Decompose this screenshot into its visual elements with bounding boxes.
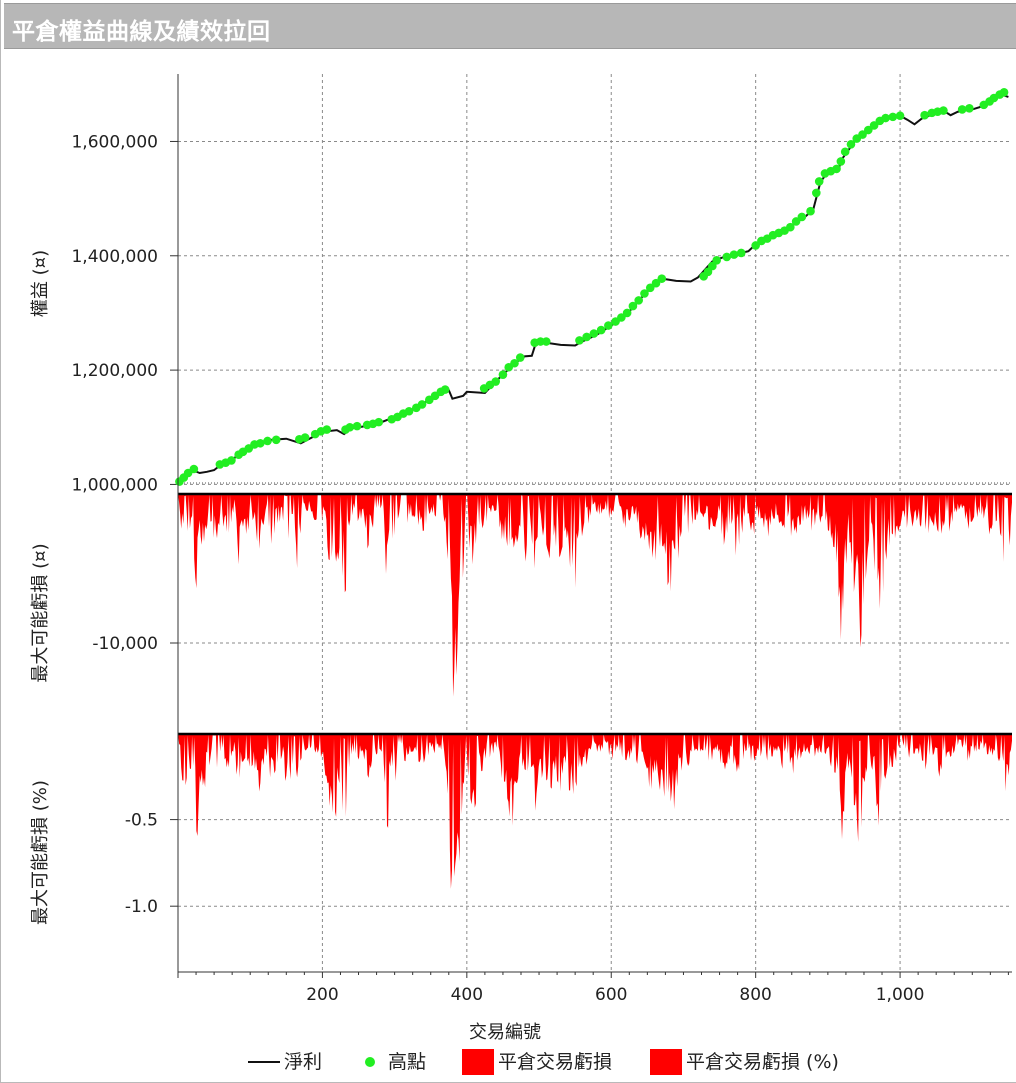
new-high-marker xyxy=(345,422,355,432)
y-axis-title: 最大可能虧損 (%) xyxy=(30,780,51,925)
new-high-marker xyxy=(189,464,199,474)
y-tick-label: -10,000 xyxy=(92,634,158,654)
x-tick-label: 400 xyxy=(451,985,483,1005)
drawdown-area xyxy=(178,493,1012,697)
legend-box-swatch xyxy=(462,1049,494,1075)
new-high-marker xyxy=(582,332,591,342)
legend-label: 淨利 xyxy=(284,1051,322,1073)
new-high-marker xyxy=(374,417,384,427)
new-high-marker xyxy=(256,438,265,448)
new-high-marker xyxy=(271,435,281,445)
new-high-marker xyxy=(634,296,643,305)
net-profit-line xyxy=(177,93,1009,486)
new-high-marker xyxy=(491,377,501,386)
new-high-marker xyxy=(888,112,898,122)
new-high-marker xyxy=(604,321,613,330)
new-high-marker xyxy=(722,252,732,262)
new-high-marker xyxy=(645,283,655,293)
y-axis-title: 權益 (¤) xyxy=(30,250,51,317)
legend-label: 平倉交易虧損 xyxy=(498,1051,612,1073)
y-tick-label: 1,000,000 xyxy=(71,475,158,495)
new-high-marker xyxy=(404,406,414,416)
legend-item-1: 高點 xyxy=(365,1051,426,1073)
panel-drawdown_amount: -10,000 最大可能虧損 (¤) xyxy=(30,492,1012,733)
legend-item-0: 淨利 xyxy=(248,1051,322,1073)
y-tick-label: 1,600,000 xyxy=(71,132,158,152)
drawdown-area xyxy=(178,733,1012,889)
new-high-marker xyxy=(510,358,519,368)
y-tick-label: 1,400,000 xyxy=(71,247,158,267)
new-high-marker xyxy=(729,250,739,259)
new-high-marker xyxy=(791,217,801,226)
new-high-marker xyxy=(957,105,967,114)
new-high-marker xyxy=(440,385,450,394)
legend-box-swatch xyxy=(650,1049,682,1075)
new-high-marker xyxy=(322,425,332,434)
panel-drawdown_percent: -0.5 -1.0 最大可能虧損 (%) xyxy=(30,732,1012,972)
x-axis-title: 交易編號 xyxy=(469,1022,541,1043)
new-high-marker xyxy=(651,278,661,288)
new-high-marker xyxy=(939,106,948,115)
new-high-marker xyxy=(965,103,974,113)
new-high-marker xyxy=(797,212,807,222)
new-high-marker xyxy=(751,241,760,250)
new-high-marker xyxy=(881,113,890,123)
new-high-marker xyxy=(999,87,1009,97)
new-high-marker xyxy=(628,301,638,311)
new-high-marker xyxy=(858,130,867,139)
new-high-marker xyxy=(541,337,551,346)
legend-dot-swatch xyxy=(365,1057,375,1067)
x-tick-label: 600 xyxy=(595,985,627,1005)
x-tick-label: 1,000 xyxy=(876,985,925,1005)
x-tick-label: 800 xyxy=(739,985,771,1005)
new-high-marker xyxy=(712,256,721,265)
new-high-marker xyxy=(869,121,879,130)
panel-equity: 1,000,000 1,200,000 1,400,000 1,600,000 權益 (… xyxy=(30,74,1012,495)
new-high-marker xyxy=(498,370,508,379)
new-high-marker xyxy=(589,329,599,338)
new-high-marker xyxy=(920,110,929,120)
new-high-marker xyxy=(300,433,310,442)
new-high-marker xyxy=(836,157,846,166)
y-tick-label: -0.5 xyxy=(125,811,158,831)
chart-title: 平倉權益曲線及績效拉回 xyxy=(12,19,271,45)
new-high-marker xyxy=(352,421,362,431)
x-tick-label: 200 xyxy=(306,985,338,1005)
new-high-marker xyxy=(840,147,850,157)
new-high-marker xyxy=(657,274,667,283)
legend-item-2: 平倉交易虧損 xyxy=(462,1049,612,1075)
new-high-marker xyxy=(806,206,815,216)
new-high-marker xyxy=(846,140,856,149)
title-bar: 平倉權益曲線及績效拉回 xyxy=(4,3,1016,49)
new-high-marker xyxy=(812,188,821,198)
y-axis-title: 最大可能虧損 (¤) xyxy=(30,543,51,682)
legend-item-3: 平倉交易虧損 (%) xyxy=(650,1049,839,1075)
new-high-marker xyxy=(832,164,841,174)
new-high-marker xyxy=(596,325,606,335)
new-high-marker xyxy=(864,125,873,135)
new-high-marker xyxy=(417,400,427,409)
new-high-marker xyxy=(640,289,649,298)
y-tick-label: 1,200,000 xyxy=(71,361,158,381)
new-high-marker xyxy=(895,111,905,121)
new-high-marker xyxy=(786,222,795,232)
new-high-marker xyxy=(575,336,584,345)
legend-label: 平倉交易虧損 (%) xyxy=(686,1051,839,1073)
legend-label: 高點 xyxy=(388,1051,426,1073)
new-high-marker xyxy=(263,436,272,446)
new-high-marker xyxy=(622,308,632,318)
new-high-marker xyxy=(736,248,746,258)
new-high-marker xyxy=(814,177,824,186)
new-high-marker xyxy=(617,313,626,322)
y-tick-label: -1.0 xyxy=(125,897,158,917)
new-high-marker xyxy=(227,456,236,465)
new-high-marker xyxy=(515,353,525,362)
